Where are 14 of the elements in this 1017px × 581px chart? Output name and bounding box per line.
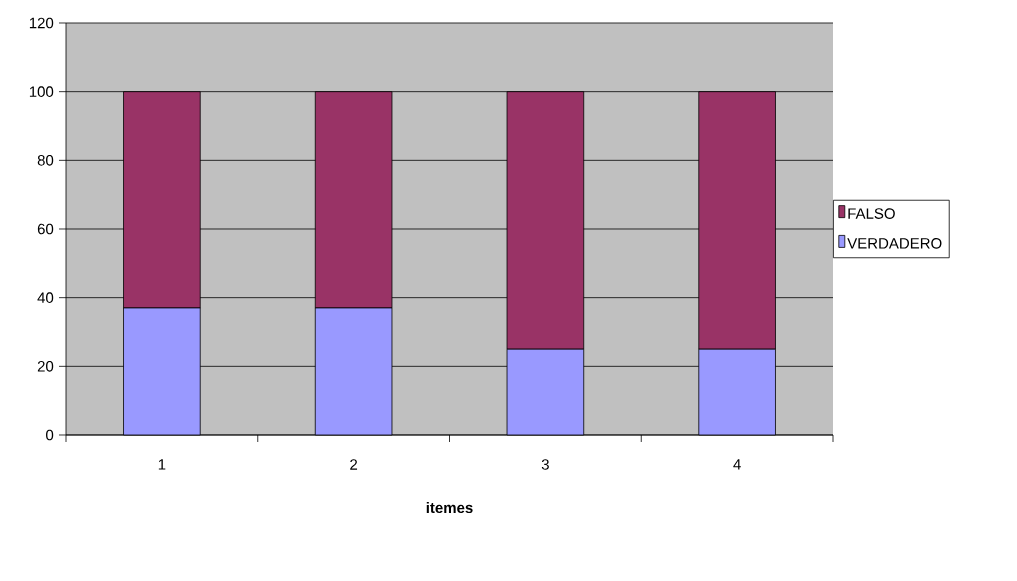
y-tick-label: 100	[29, 86, 54, 97]
x-tick-label: 1	[158, 459, 166, 470]
y-tick-label: 80	[37, 155, 54, 166]
y-tick-label: 40	[37, 292, 54, 303]
x-tick-label: 4	[733, 459, 741, 470]
x-tick-label: 3	[541, 459, 549, 470]
legend-label: VERDADERO	[847, 238, 942, 249]
y-tick-label: 120	[29, 17, 54, 29]
y-tick-label: 0	[46, 429, 54, 441]
x-axis-title: itemes	[426, 502, 473, 514]
y-tick-label: 60	[37, 223, 54, 235]
y-tick-label: 20	[37, 361, 54, 372]
legend-label: FALSO	[848, 208, 895, 219]
x-tick-label: 2	[350, 459, 358, 470]
